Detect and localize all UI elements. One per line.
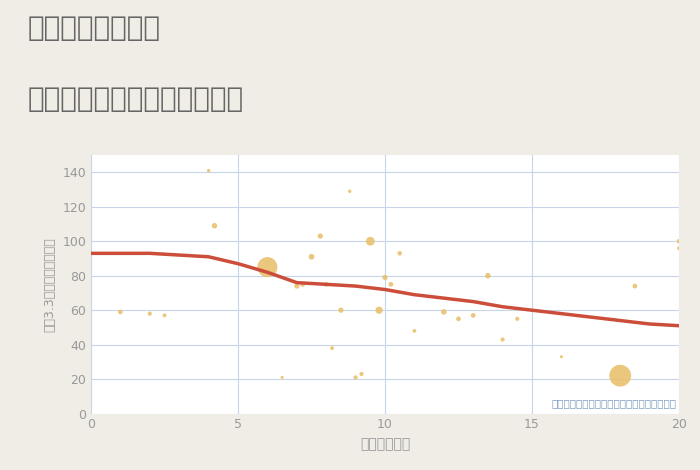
Point	[262, 263, 273, 271]
Point	[159, 312, 170, 319]
Point	[512, 315, 523, 322]
Point	[350, 374, 361, 381]
Point	[394, 250, 405, 257]
Point	[673, 244, 685, 252]
Point	[468, 312, 479, 319]
Point	[326, 345, 337, 352]
Point	[482, 272, 493, 280]
Point	[297, 281, 308, 288]
Point	[453, 315, 464, 322]
Point	[438, 308, 449, 316]
Y-axis label: 坪（3.3㎡）単価（万円）: 坪（3.3㎡）単価（万円）	[43, 237, 57, 332]
Point	[629, 282, 641, 290]
Point	[344, 188, 356, 195]
Point	[409, 327, 420, 335]
Point	[385, 281, 396, 288]
Point	[615, 372, 626, 379]
Text: 駅距離別中古マンション価格: 駅距離別中古マンション価格	[28, 85, 244, 113]
Point	[356, 370, 367, 378]
Point	[291, 282, 302, 290]
Point	[335, 306, 346, 314]
Point	[306, 253, 317, 260]
Point	[144, 310, 155, 317]
X-axis label: 駅距離（分）: 駅距離（分）	[360, 437, 410, 451]
Point	[276, 374, 288, 381]
Point	[209, 222, 220, 229]
Point	[203, 167, 214, 174]
Point	[673, 237, 685, 245]
Point	[115, 308, 126, 316]
Point	[497, 336, 508, 343]
Point	[315, 232, 326, 240]
Text: 円の大きさは、取引のあった物件面積を示す: 円の大きさは、取引のあった物件面積を示す	[551, 399, 676, 408]
Point	[556, 353, 567, 360]
Point	[379, 274, 391, 281]
Point	[374, 306, 385, 314]
Text: 奈良県尼ヶ辻駅の: 奈良県尼ヶ辻駅の	[28, 14, 161, 42]
Point	[365, 237, 376, 245]
Point	[321, 281, 332, 288]
